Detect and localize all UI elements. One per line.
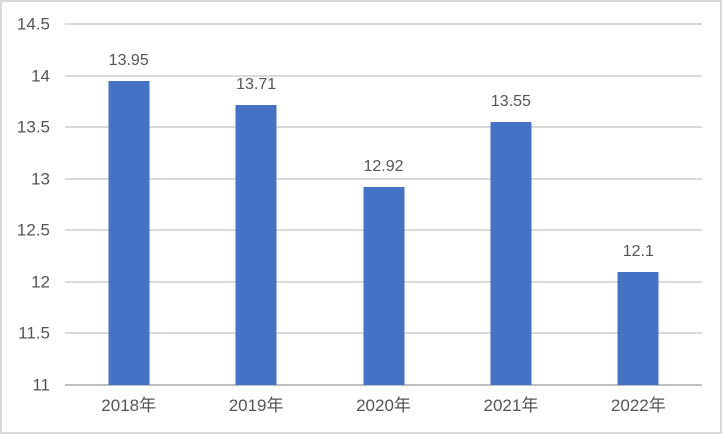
bar-value-label: 12.1: [622, 242, 654, 260]
y-tick-label: 14: [31, 66, 50, 86]
bar-value-label: 13.55: [490, 93, 531, 110]
x-tick-label: 2021年: [483, 396, 539, 415]
x-tick-label: 2018年: [101, 396, 157, 415]
bar-2021年: [490, 122, 532, 385]
gridline: [65, 126, 702, 129]
bar-value-label: 13.71: [236, 76, 277, 94]
y-tick-label: 13: [31, 169, 50, 189]
bar-slot: 12.1: [575, 24, 702, 385]
x-axis-line: [65, 384, 702, 386]
bars-layer: 13.95 13.71 12.92 13.55 12.1: [65, 24, 702, 385]
plot-area: 13.95 13.71 12.92 13.55 12.1: [65, 23, 702, 386]
y-tick-label: 14.5: [16, 14, 50, 34]
bar-slot: 13.95: [65, 24, 192, 385]
x-tick-label: 2020年: [356, 396, 411, 415]
bar-2019年: [235, 105, 277, 385]
y-tick-label: 11.5: [18, 323, 50, 343]
bar-slot: 13.55: [447, 24, 574, 385]
gridline: [65, 23, 702, 25]
bar-2020年: [363, 186, 405, 385]
y-tick-label: 12.5: [16, 220, 50, 240]
bar-slot: 12.92: [320, 24, 447, 385]
bar-2022年: [617, 271, 659, 385]
bar-2018年: [108, 80, 150, 385]
y-tick-label: 12: [31, 272, 50, 292]
bar-slot: 13.71: [192, 24, 319, 385]
y-tick-label: 11: [32, 375, 50, 395]
x-tick-label: 2022年: [610, 396, 666, 415]
bar-value-label: 12.92: [363, 157, 404, 175]
y-axis: 14.5 14 13.5 13 12.5 12 11.5 11: [2, 16, 50, 394]
x-axis: 2018年 2019年 2020年 2021年 2022年: [65, 394, 702, 418]
bar-value-label: 13.95: [108, 51, 149, 69]
y-tick-label: 13.5: [16, 117, 50, 137]
gridline: [65, 74, 702, 77]
x-tick-label: 2019年: [228, 396, 284, 415]
gridline: [65, 177, 702, 180]
